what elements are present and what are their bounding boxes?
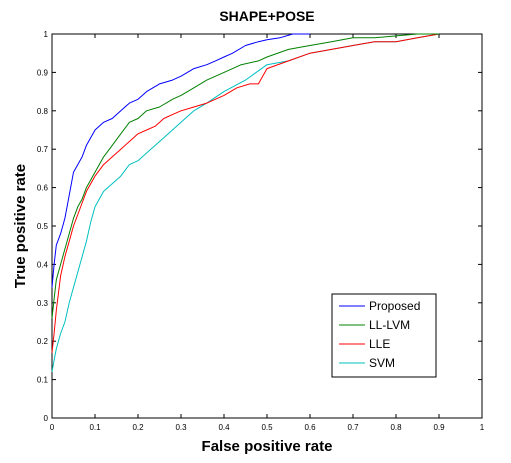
legend: Proposed LL-LVM LLE SVM — [331, 293, 437, 378]
chart-title: SHAPE+POSE — [219, 8, 314, 24]
y-tick-label: 0.7 — [37, 145, 49, 154]
y-tick-label: 0.6 — [37, 184, 49, 193]
y-axis-label: True positive rate — [12, 164, 29, 288]
x-tick-label: 0 — [50, 423, 55, 432]
legend-label: LLE — [369, 337, 390, 351]
x-tick-label: 1 — [480, 423, 485, 432]
x-tick-label: 0.9 — [433, 423, 445, 432]
x-tick-label: 0.7 — [347, 423, 359, 432]
x-axis-ticks: 0 0.1 0.2 0.3 0.4 0.5 0.6 0.7 0.8 0.9 1 — [50, 34, 485, 432]
y-tick-label: 0.9 — [37, 68, 49, 77]
y-tick-label: 0.2 — [37, 337, 49, 346]
series-line-lle — [51, 33, 440, 353]
y-axis-ticks: 0 0.1 0.2 0.3 0.4 0.5 0.6 0.7 0.8 0.9 1 — [37, 30, 482, 423]
series-line-ll-lvm — [51, 33, 439, 319]
x-tick-label: 0.8 — [390, 423, 402, 432]
y-tick-label: 0.8 — [37, 107, 49, 116]
y-tick-label: 1 — [44, 30, 49, 39]
x-tick-label: 0.6 — [304, 423, 316, 432]
y-tick-label: 0.1 — [37, 376, 49, 385]
x-tick-label: 0.3 — [175, 423, 187, 432]
y-tick-label: 0.3 — [37, 299, 49, 308]
y-tick-label: 0.4 — [37, 260, 49, 269]
y-tick-label: 0.5 — [37, 222, 49, 231]
legend-label: LL-LVM — [369, 318, 410, 332]
x-tick-label: 0.5 — [261, 423, 273, 432]
y-tick-label: 0 — [44, 414, 49, 423]
legend-label: Proposed — [369, 299, 420, 313]
x-tick-label: 0.1 — [89, 423, 101, 432]
series-lines — [51, 33, 440, 372]
x-axis-label: False positive rate — [202, 438, 333, 455]
x-tick-label: 0.4 — [218, 423, 230, 432]
x-tick-label: 0.2 — [132, 423, 144, 432]
series-line-proposed — [51, 33, 310, 288]
legend-label: SVM — [369, 356, 395, 370]
